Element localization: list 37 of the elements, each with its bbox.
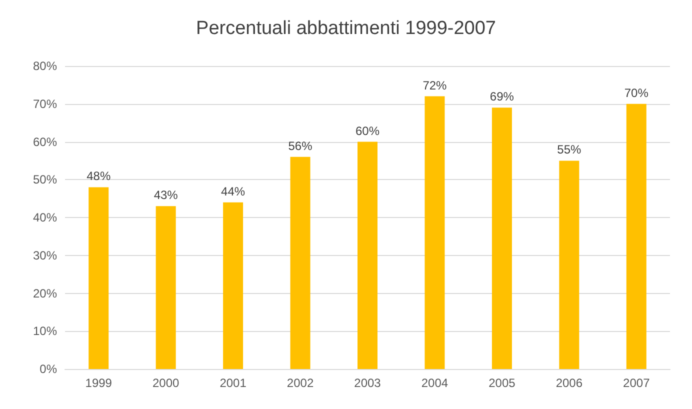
y-tick-label: 0% [40,362,58,376]
bar [156,206,176,369]
bar [88,187,109,369]
data-label: 72% [422,78,448,92]
data-label: 69% [490,90,514,104]
x-tick-label: 2005 [488,376,516,390]
x-tick-label: 1999 [85,376,112,390]
bar [358,142,378,369]
y-tick-label: 50% [32,172,58,187]
y-tick-label: 20% [32,286,58,300]
x-tick-label: 2007 [623,376,650,390]
y-tick-label: 30% [32,248,58,262]
data-label: 70% [624,86,649,100]
y-tick-label: 40% [32,210,58,224]
bar [626,104,646,369]
y-tick-label: 80% [32,59,58,73]
chart-title: Percentuali abbattimenti 1999-2007 [196,18,496,39]
y-tick-label: 10% [32,324,58,338]
bar [223,202,244,369]
x-tick-label: 2006 [556,376,583,390]
y-tick-label: 70% [32,96,58,111]
bar [424,96,445,369]
x-tick-label: 2001 [220,376,247,390]
x-tick-label: 2004 [421,376,448,390]
data-label: 55% [557,142,582,157]
bar [559,160,580,369]
data-label: 48% [86,169,111,184]
data-label: 44% [221,184,246,198]
bar [492,108,512,369]
data-label: 56% [288,138,313,153]
y-tick-label: 60% [32,134,58,149]
x-tick-label: 2003 [354,376,382,390]
x-tick-label: 2000 [152,376,180,390]
data-label: 60% [355,124,380,138]
bar [290,156,310,369]
data-label: 43% [154,188,178,202]
x-tick-label: 2002 [286,376,314,390]
